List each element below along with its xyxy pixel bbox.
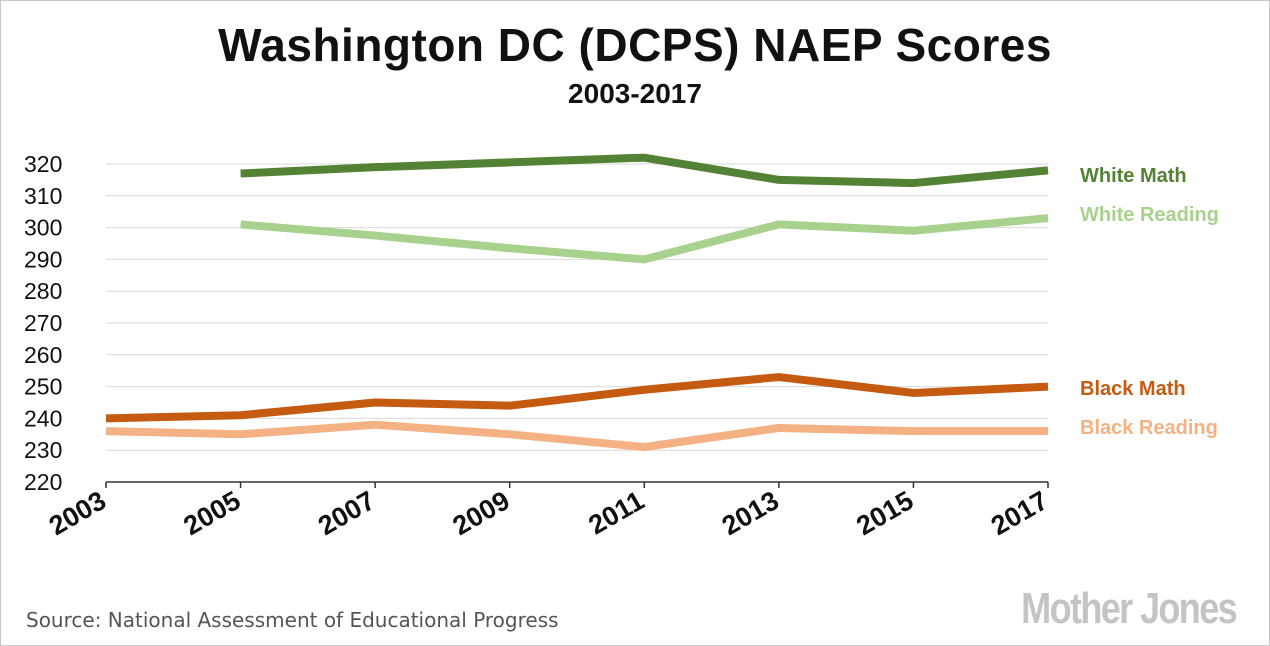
y-tick-label: 290 [24,246,62,272]
series-line-black-reading [105,420,1048,452]
x-tick-label: 2017 [986,485,1053,541]
mother-jones-logo: Mother Jones [1021,584,1238,633]
series-lines [105,153,1049,452]
y-tick-label: 240 [24,405,62,431]
series-line-black-math [105,373,1049,423]
legend: White Math White Reading Black Math Black R… [1080,165,1219,439]
x-tick-label: 2013 [717,485,784,541]
legend-label-black-reading: Black Reading [1080,417,1218,439]
y-tick-label: 220 [24,469,62,495]
series-line-white-math [240,153,1049,188]
x-tick-label: 2011 [584,485,650,540]
grid-lines [106,163,1048,451]
x-tick-label: 2007 [313,485,380,541]
legend-label-black-math: Black Math [1080,378,1186,400]
x-tick-label: 2009 [448,485,515,541]
x-tick-labels: 2003 2005 2007 2009 2011 2013 2015 2017 [44,485,1053,541]
legend-label-white-reading: White Reading [1080,204,1219,226]
y-tick-label: 260 [24,342,62,368]
y-tick-label: 280 [24,278,62,304]
y-tick-label: 320 [24,151,62,177]
chart-title: Washington DC (DCPS) NAEP Scores [218,19,1052,71]
chart-subtitle: 2003-2017 [568,78,702,109]
x-tick-label: 2015 [851,485,918,541]
series-line-white-reading [240,214,1049,264]
source-note: Source: National Assessment of Education… [26,608,559,632]
y-tick-label: 250 [24,374,62,400]
axes [105,481,1049,488]
x-tick-label: 2005 [179,485,246,541]
y-tick-label: 300 [24,215,62,241]
y-tick-labels: 220 230 240 250 260 270 280 290 300 310 320 [24,151,62,495]
y-tick-label: 310 [24,183,62,209]
legend-label-white-math: White Math [1080,165,1187,187]
y-tick-label: 230 [24,437,62,463]
y-tick-label: 270 [24,310,62,336]
